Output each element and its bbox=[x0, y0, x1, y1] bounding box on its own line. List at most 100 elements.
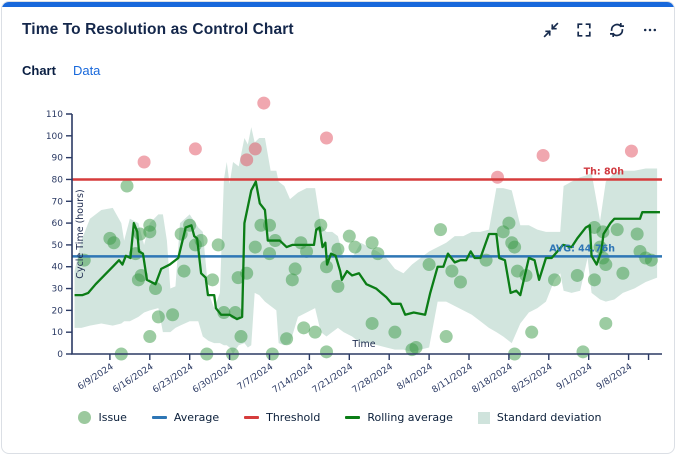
issue-point[interactable] bbox=[587, 273, 601, 287]
issue-point-above-threshold[interactable] bbox=[624, 144, 638, 158]
issue-point[interactable] bbox=[120, 179, 134, 193]
x-tick-label: 9/8/2024 bbox=[595, 362, 635, 393]
x-tick-label: 8/11/2024 bbox=[430, 362, 474, 396]
issue-point[interactable] bbox=[365, 236, 379, 250]
issue-point[interactable] bbox=[331, 242, 345, 256]
issue-point-above-threshold[interactable] bbox=[257, 96, 271, 110]
issue-point[interactable] bbox=[548, 273, 561, 287]
y-tick-label: 80 bbox=[52, 175, 64, 185]
issue-point[interactable] bbox=[248, 240, 262, 254]
legend-label: Threshold bbox=[266, 411, 321, 424]
issue-point[interactable] bbox=[177, 264, 191, 278]
issue-point-above-threshold[interactable] bbox=[137, 155, 151, 169]
issue-point[interactable] bbox=[599, 316, 613, 330]
issue-point[interactable] bbox=[409, 340, 423, 354]
y-tick-label: 10 bbox=[52, 328, 64, 338]
issue-point[interactable] bbox=[300, 244, 314, 258]
issue-point[interactable] bbox=[371, 247, 385, 261]
more-icon bbox=[643, 28, 657, 32]
issue-point[interactable] bbox=[439, 330, 453, 344]
issue-point[interactable] bbox=[502, 216, 516, 230]
y-tick-label: 70 bbox=[52, 197, 64, 207]
refresh-button[interactable] bbox=[607, 20, 627, 40]
issue-point[interactable] bbox=[263, 247, 276, 261]
y-tick-label: 20 bbox=[52, 306, 64, 316]
issue-point-above-threshold[interactable] bbox=[320, 131, 333, 145]
issue-point[interactable] bbox=[234, 330, 248, 344]
issue-point[interactable] bbox=[348, 240, 362, 254]
tab-data[interactable]: Data bbox=[72, 63, 101, 78]
collapse-button[interactable] bbox=[541, 20, 561, 40]
legend-item-average[interactable]: Average bbox=[151, 411, 220, 424]
issue-point[interactable] bbox=[308, 325, 322, 339]
y-tick-label: 0 bbox=[57, 350, 63, 360]
legend-item-standard-deviation[interactable]: Standard deviation bbox=[477, 411, 602, 424]
page-title: Time To Resolution as Control Chart bbox=[22, 21, 294, 38]
x-tick-label: 6/9/2024 bbox=[76, 362, 116, 393]
issue-point[interactable] bbox=[453, 275, 467, 289]
x-tick-label: 7/14/2024 bbox=[271, 362, 315, 396]
header-actions bbox=[541, 20, 660, 40]
issue-point[interactable] bbox=[599, 258, 613, 272]
issue-point[interactable] bbox=[445, 264, 459, 278]
issue-point[interactable] bbox=[434, 223, 447, 237]
collapse-icon bbox=[543, 22, 559, 38]
standard-deviation-marker bbox=[477, 411, 490, 424]
widget-header: Time To Resolution as Control Chart bbox=[22, 18, 660, 42]
issue-point[interactable] bbox=[206, 273, 219, 287]
issue-marker bbox=[78, 411, 92, 424]
y-tick-label: 90 bbox=[52, 154, 64, 164]
issue-point[interactable] bbox=[297, 321, 311, 335]
x-tick-label: 7/7/2024 bbox=[236, 362, 276, 393]
issue-point[interactable] bbox=[320, 260, 333, 274]
issue-point[interactable] bbox=[280, 332, 294, 346]
y-axis-title: Cycle Time (hours) bbox=[75, 189, 86, 278]
average-marker bbox=[151, 416, 167, 419]
issue-point[interactable] bbox=[576, 345, 590, 359]
legend-label: Rolling average bbox=[367, 411, 453, 424]
issue-point[interactable] bbox=[525, 325, 539, 339]
issue-point-above-threshold[interactable] bbox=[240, 153, 254, 167]
accent-bar bbox=[2, 2, 674, 7]
x-tick-label: 9/1/2024 bbox=[555, 362, 595, 393]
issue-point-above-threshold[interactable] bbox=[188, 142, 202, 156]
chart-legend: Issue Average Threshold Rolling average Stan… bbox=[2, 411, 674, 424]
fullscreen-button[interactable] bbox=[574, 20, 594, 40]
issue-point[interactable] bbox=[320, 345, 333, 359]
legend-item-issue[interactable]: Issue bbox=[78, 411, 127, 424]
issue-point[interactable] bbox=[422, 258, 436, 272]
issue-point[interactable] bbox=[143, 330, 157, 344]
issue-point-above-threshold[interactable] bbox=[248, 142, 262, 156]
issue-point[interactable] bbox=[508, 240, 522, 254]
issue-point[interactable] bbox=[288, 262, 302, 276]
issue-point[interactable] bbox=[630, 227, 644, 241]
issue-point[interactable] bbox=[365, 316, 379, 330]
issue-point-above-threshold[interactable] bbox=[491, 170, 504, 184]
issue-point[interactable] bbox=[211, 238, 225, 252]
legend-label: Average bbox=[173, 411, 220, 424]
issue-point[interactable] bbox=[151, 310, 165, 324]
rolling-average-line bbox=[74, 180, 660, 321]
issue-point[interactable] bbox=[388, 325, 402, 339]
issue-point[interactable] bbox=[331, 279, 345, 293]
issue-point[interactable] bbox=[285, 273, 299, 287]
y-tick-label: 50 bbox=[52, 241, 64, 251]
issue-point[interactable] bbox=[342, 229, 356, 243]
x-tick-label: 8/18/2024 bbox=[470, 362, 514, 396]
legend-item-threshold[interactable]: Threshold bbox=[244, 411, 320, 424]
issue-point[interactable] bbox=[143, 218, 157, 232]
issue-point[interactable] bbox=[610, 223, 624, 237]
x-tick-label: 6/30/2024 bbox=[191, 362, 235, 396]
more-button[interactable] bbox=[640, 20, 660, 40]
threshold-annotation: Th: 80h bbox=[584, 166, 625, 177]
issue-point[interactable] bbox=[149, 282, 162, 296]
issue-point[interactable] bbox=[570, 268, 584, 282]
issue-point[interactable] bbox=[107, 236, 121, 250]
issue-point[interactable] bbox=[616, 266, 630, 280]
legend-label: Issue bbox=[98, 411, 127, 424]
issue-point[interactable] bbox=[134, 268, 148, 282]
issue-point-above-threshold[interactable] bbox=[536, 148, 550, 162]
legend-item-rolling-average[interactable]: Rolling average bbox=[345, 411, 453, 424]
issue-point[interactable] bbox=[166, 308, 180, 322]
tab-chart[interactable]: Chart bbox=[22, 63, 56, 78]
